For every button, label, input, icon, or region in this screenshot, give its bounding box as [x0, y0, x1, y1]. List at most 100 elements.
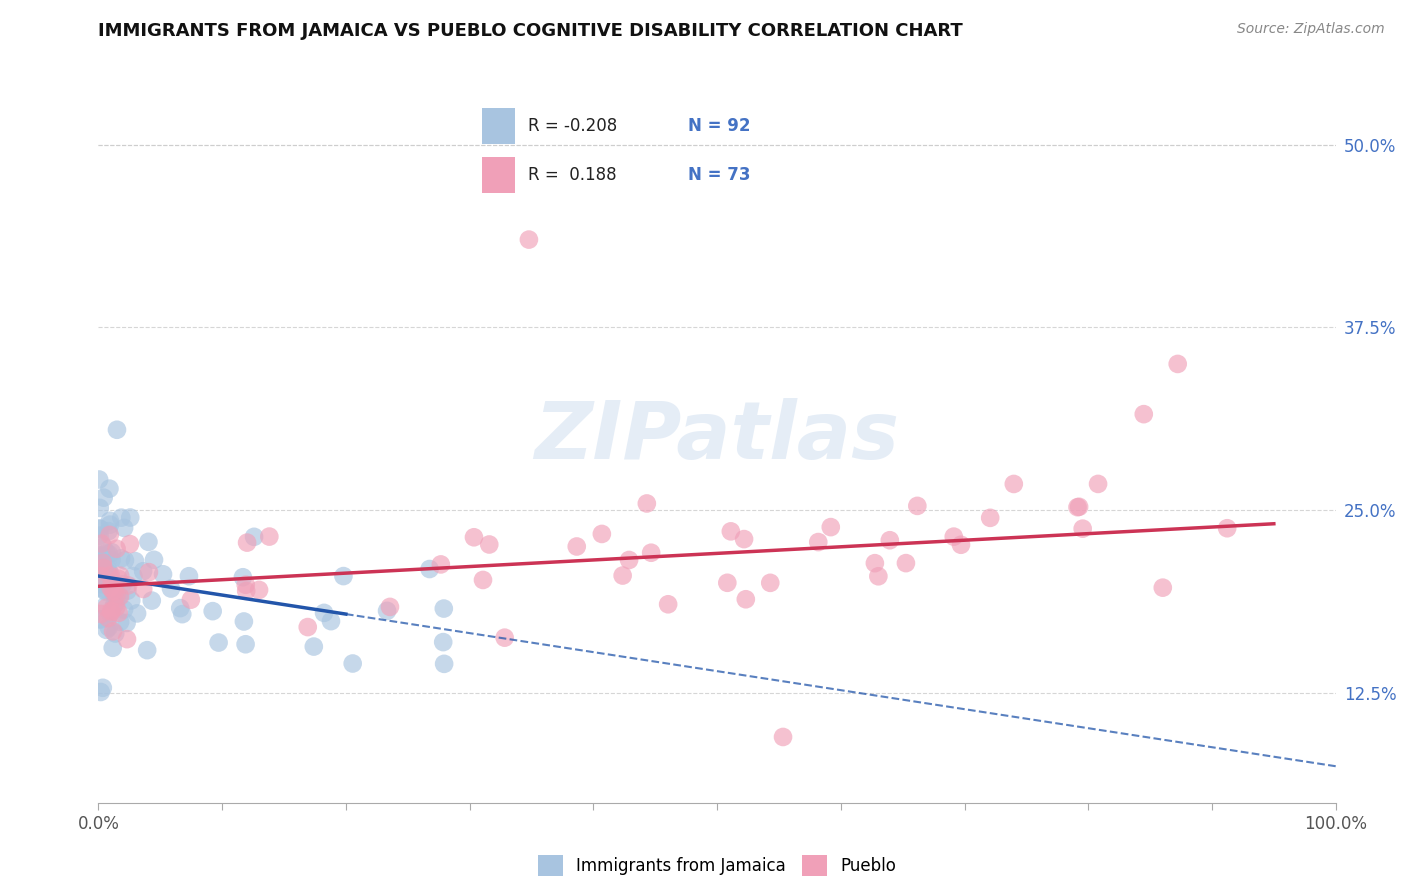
Point	[120, 510, 142, 524]
Point	[132, 582, 155, 596]
Point	[120, 593, 142, 607]
Point	[90, 549, 112, 564]
Point	[375, 604, 398, 618]
Point	[636, 496, 658, 510]
Point	[863, 556, 886, 570]
Point	[97, 566, 120, 581]
Point	[115, 615, 138, 630]
Point	[93, 491, 115, 505]
Point	[103, 598, 125, 612]
Point	[100, 604, 122, 618]
Point	[172, 607, 194, 622]
Text: R = -0.208: R = -0.208	[527, 117, 617, 135]
Point	[96, 546, 118, 560]
Point	[201, 604, 224, 618]
Point	[1066, 500, 1088, 515]
Point	[101, 579, 124, 593]
Point	[105, 423, 128, 437]
Point	[1152, 581, 1174, 595]
Point	[93, 582, 115, 597]
Point	[98, 517, 121, 532]
Point	[772, 730, 794, 744]
Point	[89, 528, 111, 542]
Text: R =  0.188: R = 0.188	[527, 166, 616, 184]
Point	[297, 620, 319, 634]
Point	[107, 572, 129, 586]
Point	[97, 563, 120, 577]
Point	[89, 522, 111, 536]
Point	[110, 510, 132, 524]
Point	[319, 614, 342, 628]
Point	[112, 521, 135, 535]
Bar	[482, 157, 515, 193]
Point	[100, 567, 122, 582]
Point	[127, 607, 149, 621]
Point	[472, 573, 495, 587]
Point	[942, 530, 965, 544]
Point	[91, 681, 114, 695]
Point	[90, 556, 112, 570]
Point	[979, 511, 1001, 525]
Point	[232, 615, 254, 629]
Point	[759, 575, 782, 590]
Point	[243, 530, 266, 544]
Point	[138, 565, 160, 579]
Point	[101, 578, 124, 592]
Point	[591, 527, 613, 541]
Point	[100, 581, 122, 595]
Bar	[482, 108, 515, 144]
Point	[87, 548, 110, 562]
Point	[98, 568, 121, 582]
Point	[89, 577, 111, 591]
Point	[101, 583, 124, 598]
Point	[104, 597, 127, 611]
Point	[565, 540, 588, 554]
Point	[342, 657, 364, 671]
Point	[1071, 522, 1094, 536]
Point	[432, 635, 454, 649]
Point	[478, 537, 501, 551]
Point	[101, 624, 124, 639]
Point	[617, 553, 640, 567]
Point	[90, 536, 112, 550]
Point	[93, 561, 115, 575]
Point	[112, 602, 135, 616]
Point	[378, 599, 401, 614]
Point	[177, 569, 200, 583]
Point	[868, 569, 890, 583]
Point	[734, 592, 756, 607]
Point	[108, 568, 131, 582]
Point	[494, 631, 516, 645]
Point	[1167, 357, 1189, 371]
Point	[89, 521, 111, 535]
Point	[247, 582, 270, 597]
Point	[232, 570, 254, 584]
Point	[894, 556, 917, 570]
Point	[91, 582, 114, 596]
Point	[105, 589, 128, 603]
Point	[100, 575, 122, 590]
Point	[235, 637, 257, 651]
Point	[879, 533, 901, 548]
Point	[235, 578, 257, 592]
Point	[517, 233, 540, 247]
Point	[90, 574, 112, 589]
Point	[720, 524, 742, 539]
Point	[101, 640, 124, 655]
Point	[124, 554, 146, 568]
Text: ZIPatlas: ZIPatlas	[534, 398, 900, 476]
Point	[236, 535, 259, 549]
Point	[160, 582, 183, 596]
Point	[117, 583, 139, 598]
Legend: Immigrants from Jamaica, Pueblo: Immigrants from Jamaica, Pueblo	[531, 848, 903, 882]
Point	[90, 569, 112, 583]
Point	[207, 635, 229, 649]
Point	[104, 584, 127, 599]
Point	[169, 601, 191, 615]
Point	[100, 607, 122, 621]
Point	[312, 606, 335, 620]
Point	[657, 597, 679, 611]
Point	[90, 685, 112, 699]
Point	[132, 564, 155, 578]
Point	[94, 599, 117, 613]
